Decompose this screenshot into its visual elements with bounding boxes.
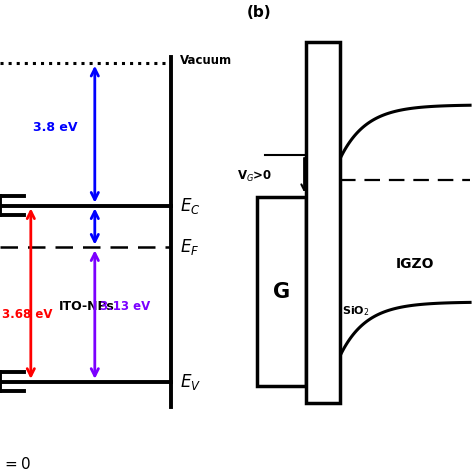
- Text: $E_C$: $E_C$: [180, 196, 201, 216]
- Text: V$_G$>0: V$_G$>0: [237, 169, 272, 184]
- Text: (b): (b): [247, 5, 272, 20]
- Text: $E_F$: $E_F$: [180, 237, 200, 257]
- Text: $=0$: $=0$: [2, 456, 32, 472]
- Text: 3.8 eV: 3.8 eV: [33, 121, 78, 135]
- Bar: [257, 197, 306, 386]
- Text: SiO$_2$: SiO$_2$: [342, 304, 369, 318]
- Bar: [306, 42, 340, 403]
- Text: Vacuum: Vacuum: [180, 55, 232, 67]
- Text: ITO-NPs: ITO-NPs: [59, 300, 115, 313]
- Text: IGZO: IGZO: [395, 257, 434, 271]
- Text: G: G: [273, 282, 290, 301]
- Text: $E_V$: $E_V$: [180, 372, 201, 392]
- Text: 3.68 eV: 3.68 eV: [2, 308, 53, 321]
- Text: 3.13 eV: 3.13 eV: [100, 300, 150, 313]
